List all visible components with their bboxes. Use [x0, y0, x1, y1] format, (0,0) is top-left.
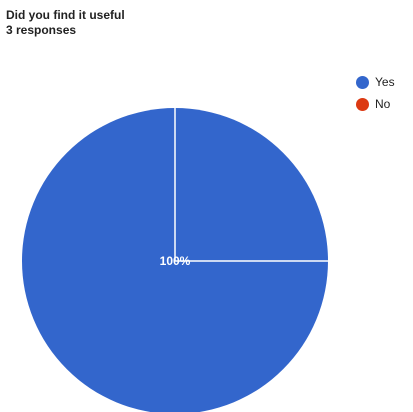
- legend-item-yes[interactable]: Yes: [356, 71, 395, 93]
- legend-label-no: No: [375, 97, 391, 111]
- chart-header: Did you find it useful 3 responses: [6, 8, 125, 38]
- slice-label-yes: 100%: [160, 254, 191, 268]
- legend-label-yes: Yes: [375, 75, 395, 89]
- legend-swatch-no: [356, 97, 369, 111]
- legend-swatch-yes: [356, 75, 369, 89]
- legend-item-no[interactable]: No: [356, 93, 395, 115]
- legend: Yes No: [356, 71, 395, 115]
- chart-title: Did you find it useful: [6, 8, 125, 22]
- response-count: 3 responses: [6, 23, 77, 37]
